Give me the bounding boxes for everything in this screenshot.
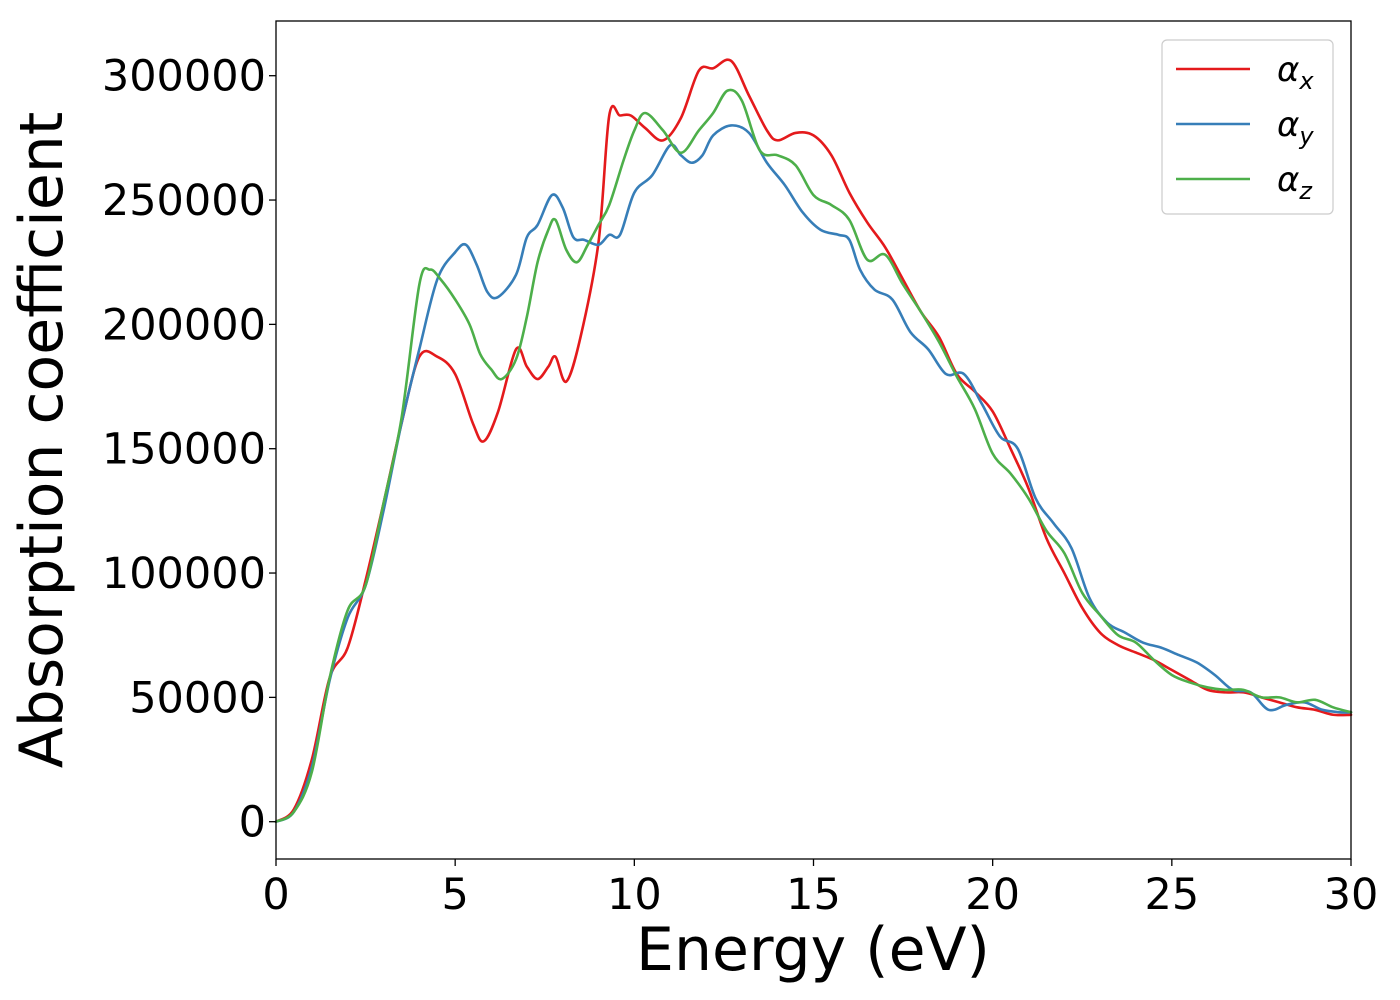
y-axis-title: Absorption coefficient — [7, 112, 77, 769]
legend: αx αy αz — [1161, 39, 1334, 215]
y-tick-label: 300000 — [102, 52, 266, 102]
x-tick-label: 20 — [965, 870, 1020, 920]
x-tick-label: 5 — [441, 870, 468, 920]
y-tick-label: 100000 — [102, 549, 266, 599]
series-line-z — [274, 88, 1353, 823]
x-tick-label: 10 — [607, 870, 662, 920]
y-tick-label: 50000 — [129, 673, 266, 723]
legend-label-x: αx — [1277, 50, 1314, 95]
x-tick-label: 0 — [262, 870, 289, 920]
x-tick-label: 25 — [1144, 870, 1199, 920]
x-axis-title: Energy (eV) — [636, 915, 990, 985]
legend-label-z: αz — [1277, 160, 1313, 205]
legend-label-y: αy — [1277, 105, 1314, 150]
series-layer — [274, 58, 1353, 823]
y-tick-label: 200000 — [102, 300, 266, 350]
legend-box — [1161, 39, 1334, 215]
y-tick-label: 0 — [239, 798, 266, 848]
x-tick-label: 15 — [786, 870, 841, 920]
tick-layer: 0 5 10 15 20 25 30 0 50000 100000 150000 200000 2500… — [102, 52, 1379, 920]
y-tick-label: 150000 — [102, 425, 266, 475]
x-tick-label: 30 — [1324, 870, 1379, 920]
y-tick-label: 250000 — [102, 176, 266, 226]
